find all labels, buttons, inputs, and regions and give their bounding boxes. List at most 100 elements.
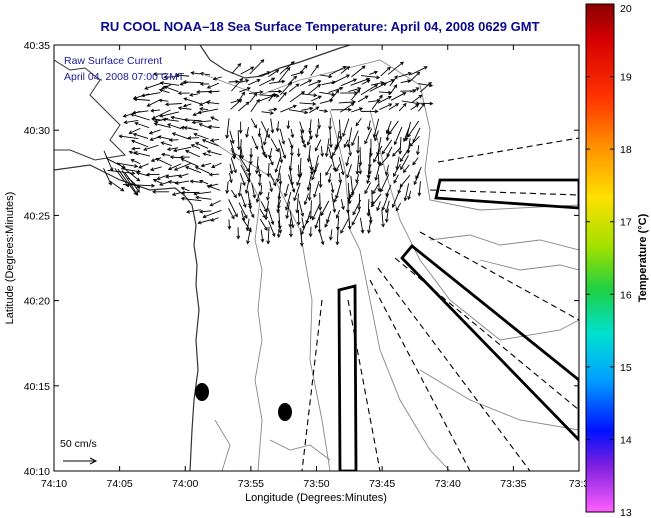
- current-vector: [280, 81, 293, 96]
- current-vector: [303, 193, 309, 206]
- current-vector: [395, 202, 402, 212]
- current-vector: [169, 155, 181, 160]
- current-vector: [310, 64, 319, 76]
- marker-dot: [195, 383, 209, 401]
- current-vector: [319, 91, 336, 97]
- current-vector: [205, 100, 220, 105]
- current-vector: [191, 120, 211, 125]
- current-vector: [288, 174, 296, 193]
- survey-line: [437, 137, 579, 163]
- current-vector: [240, 164, 251, 183]
- current-vector: [207, 89, 220, 94]
- current-vector: [410, 66, 428, 76]
- current-vector: [163, 85, 179, 93]
- current-vector: [289, 91, 306, 103]
- current-vector: [351, 130, 359, 147]
- current-vector: [258, 71, 271, 77]
- survey-line: [377, 267, 531, 471]
- current-vector: [403, 183, 410, 202]
- current-vector: [411, 94, 423, 104]
- current-vector: [372, 183, 379, 195]
- current-vector: [284, 191, 292, 211]
- current-vector: [150, 108, 161, 113]
- current-vector: [306, 173, 312, 192]
- contour-line: [214, 419, 231, 471]
- current-vector: [246, 227, 252, 245]
- current-vector: [361, 79, 371, 85]
- current-vector: [150, 157, 162, 163]
- current-vector: [328, 86, 344, 93]
- current-vectors: [103, 59, 434, 247]
- current-vector: [152, 189, 170, 194]
- current-vector: [127, 177, 141, 189]
- current-vector: [268, 154, 274, 166]
- current-vector: [338, 172, 343, 184]
- current-vector: [230, 99, 243, 110]
- current-vector: [359, 217, 365, 234]
- current-vector: [197, 108, 219, 115]
- current-vector: [194, 166, 211, 174]
- colorbar-tick-label: 16: [620, 289, 632, 301]
- current-vector: [384, 208, 389, 223]
- current-vector: [339, 102, 355, 113]
- x-tick-label: 73:3: [569, 478, 590, 490]
- current-vector: [230, 189, 237, 199]
- current-vector: [255, 191, 261, 203]
- current-vector: [238, 202, 248, 219]
- current-vector: [288, 109, 309, 115]
- x-tick-label: 74:10: [41, 478, 67, 490]
- current-vector: [277, 66, 291, 83]
- current-vector: [225, 118, 230, 139]
- current-vector: [328, 229, 333, 241]
- current-vector: [412, 157, 419, 166]
- current-vector: [145, 172, 160, 177]
- current-vector: [381, 209, 385, 228]
- current-vector: [307, 183, 312, 202]
- current-vector: [132, 132, 149, 139]
- current-vector: [308, 200, 313, 220]
- current-vector: [285, 201, 290, 220]
- current-vector: [328, 117, 332, 131]
- colorbar-tick-label: 17: [620, 217, 632, 229]
- current-vector: [268, 69, 280, 78]
- y-tick-label: 40:25: [24, 210, 50, 222]
- current-vector: [306, 145, 311, 163]
- current-vector: [381, 193, 389, 211]
- current-vector: [157, 135, 172, 140]
- current-vector: [231, 62, 242, 75]
- current-vector: [209, 138, 220, 143]
- current-vector: [308, 226, 313, 238]
- current-vector: [123, 119, 139, 125]
- current-vector: [370, 189, 375, 206]
- marker-dot: [278, 403, 292, 421]
- current-vector: [330, 182, 335, 194]
- current-vector: [283, 183, 289, 198]
- x-tick-label: 73:35: [500, 478, 526, 490]
- current-vector: [398, 71, 412, 78]
- current-vector: [228, 208, 235, 220]
- current-vector: [239, 78, 250, 83]
- coastline-inlet: [54, 59, 127, 161]
- current-vector: [268, 89, 283, 94]
- current-vector: [332, 145, 339, 157]
- colorbar-tick-label: 15: [620, 362, 632, 374]
- current-vector: [289, 145, 294, 157]
- current-vector: [259, 77, 276, 87]
- current-vector: [338, 156, 345, 176]
- current-vector: [175, 73, 190, 78]
- contour-line: [479, 259, 579, 271]
- current-vector: [133, 97, 151, 102]
- current-vector: [309, 106, 320, 114]
- current-vector: [199, 82, 210, 86]
- current-vector: [360, 84, 379, 96]
- current-vector: [377, 96, 392, 104]
- current-vector: [345, 156, 350, 167]
- current-vector: [155, 157, 172, 167]
- current-vector: [156, 174, 169, 180]
- current-vector: [165, 174, 181, 179]
- current-vector: [194, 142, 209, 149]
- current-vector: [407, 120, 420, 138]
- current-vector: [239, 156, 250, 173]
- y-tick-label: 40:30: [24, 125, 50, 137]
